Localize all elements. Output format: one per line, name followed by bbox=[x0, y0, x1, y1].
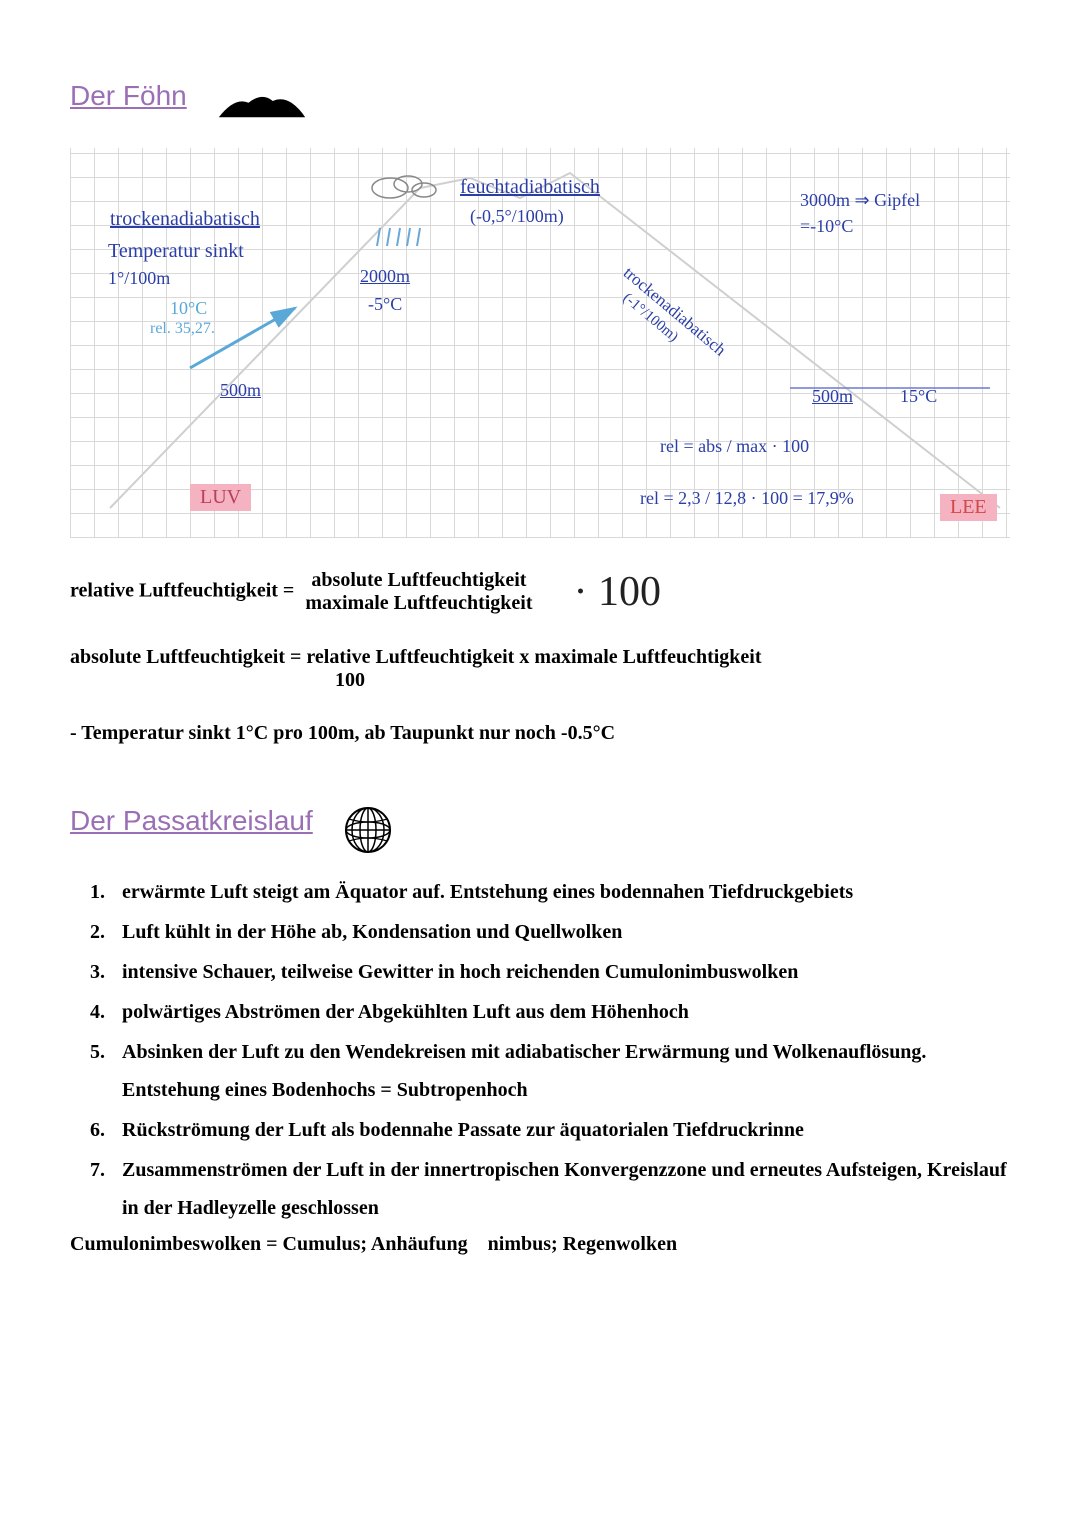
section2-title-row: Der Passatkreislauf bbox=[70, 805, 1010, 855]
label-luv: LUV bbox=[190, 484, 251, 511]
list-item: polwärtiges Abströmen der Abgekühlten Lu… bbox=[110, 993, 1010, 1031]
section1-title: Der Föhn bbox=[70, 80, 187, 112]
label-rate-feucht: (-0,5°/100m) bbox=[470, 206, 564, 227]
label-rel-left: rel. 35,27. bbox=[150, 320, 215, 338]
section2-title: Der Passatkreislauf bbox=[70, 805, 313, 837]
label-500m-right: 500m bbox=[812, 386, 853, 407]
section1-title-row: Der Föhn bbox=[70, 80, 1010, 130]
list-item: Zusammenströmen der Luft in der innertro… bbox=[110, 1151, 1010, 1227]
label-rel-formula2: rel = 2,3 / 12,8 · 100 = 17,9% bbox=[640, 488, 854, 509]
label-10c: 10°C bbox=[170, 298, 207, 319]
formula1-den: maximale Luftfeuchtigkeit bbox=[299, 592, 538, 615]
label-lee: LEE bbox=[940, 494, 997, 521]
list-item: Absinken der Luft zu den Wendekreisen mi… bbox=[110, 1033, 1010, 1109]
list-item: erwärmte Luft steigt am Äquator auf. Ent… bbox=[110, 873, 1010, 911]
mountain-icon bbox=[217, 92, 307, 119]
formula2-den: 100 bbox=[70, 669, 630, 692]
label-trockenadiabatisch-left: trockenadiabatisch bbox=[110, 208, 260, 231]
label-500m-left: 500m bbox=[220, 380, 261, 401]
note-temperature: - Temperatur sinkt 1°C pro 100m, ab Taup… bbox=[70, 722, 1010, 745]
formula2-lhs: absolute Luftfeuchtigkeit = bbox=[70, 646, 301, 668]
formula-relative-humidity: relative Luftfeuchtigkeit = absolute Luf… bbox=[70, 568, 1010, 616]
formula1-lhs: relative Luftfeuchtigkeit = bbox=[70, 580, 294, 602]
label-rel-formula1: rel = abs / max · 100 bbox=[660, 436, 809, 457]
foehn-diagram: trockenadiabatisch Temperatur sinkt 1°/1… bbox=[70, 148, 1010, 538]
label-15c: 15°C bbox=[900, 386, 937, 407]
label-rate-left: 1°/100m bbox=[108, 268, 170, 289]
formula-absolute-humidity: absolute Luftfeuchtigkeit = relative Luf… bbox=[70, 646, 1010, 692]
label-neg5c: -5°C bbox=[368, 294, 402, 315]
list-item: Rückströmung der Luft als bodennahe Pass… bbox=[110, 1111, 1010, 1149]
list-item: Luft kühlt in der Höhe ab, Kondensation … bbox=[110, 913, 1010, 951]
label-feuchtadiabatisch: feuchtadiabatisch bbox=[460, 176, 600, 199]
label-temperatur-sinkt: Temperatur sinkt bbox=[108, 240, 244, 263]
formula2-num: relative Luftfeuchtigkeit x maximale Luf… bbox=[306, 646, 761, 668]
label-3000m: 3000m ⇒ Gipfel bbox=[800, 190, 920, 211]
label-2000m: 2000m bbox=[360, 266, 410, 287]
list-item: intensive Schauer, teilweise Gewitter in… bbox=[110, 953, 1010, 991]
formula1-fraction: absolute Luftfeuchtigkeit maximale Luftf… bbox=[299, 569, 538, 615]
passat-list: erwärmte Luft steigt am Äquator auf. Ent… bbox=[70, 873, 1010, 1227]
globe-icon bbox=[343, 805, 393, 855]
formula1-mul100: · 100 bbox=[574, 569, 662, 615]
formula1-num: absolute Luftfeuchtigkeit bbox=[299, 569, 538, 592]
cumulonimbus-definition: Cumulonimbeswolken = Cumulus; Anhäufung … bbox=[70, 1233, 1010, 1256]
label-neg10c: =-10°C bbox=[800, 216, 853, 237]
